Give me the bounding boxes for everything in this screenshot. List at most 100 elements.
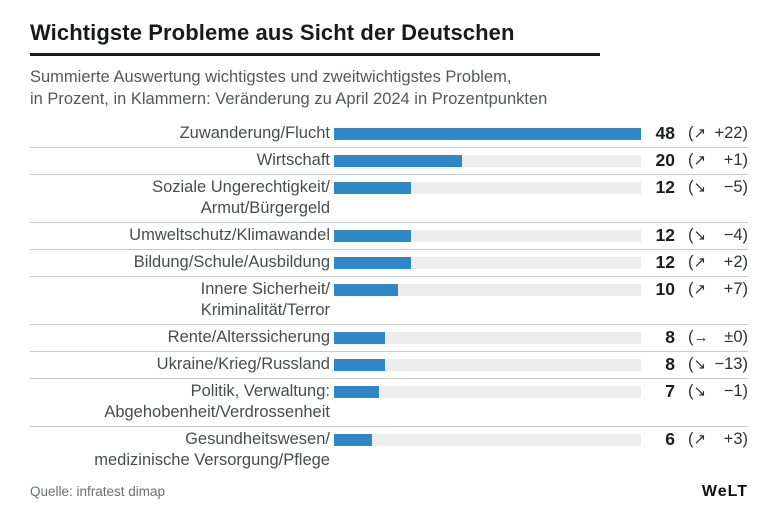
change-delta: −1 <box>723 382 743 400</box>
category-label: Innere Sicherheit/Kriminalität/Terror <box>200 280 330 319</box>
value-label: 48 <box>655 123 675 143</box>
change-delta: +1 <box>723 151 743 169</box>
category-label: Umweltschutz/Klimawandel <box>129 226 330 244</box>
bar-track <box>334 177 641 198</box>
title-underline <box>30 53 600 56</box>
trend-arrow-icon: ↗ <box>693 281 707 298</box>
bar-track-background <box>334 181 641 194</box>
bar-fill <box>334 358 386 371</box>
bar-track-background <box>334 385 641 398</box>
bar-track-background <box>334 229 641 242</box>
bar-track-background <box>334 433 641 446</box>
bar-fill <box>334 154 462 167</box>
chart-row: Rente/Alterssicherung 8 (→ ±0) <box>30 325 748 352</box>
bar-track-background <box>334 154 641 167</box>
trend-arrow-icon: ↗ <box>693 254 707 271</box>
bar-fill <box>334 256 411 269</box>
source-note: Quelle: infratest dimap <box>30 484 166 499</box>
trend-arrow-icon: ↘ <box>693 227 707 244</box>
value-label: 8 <box>665 354 675 374</box>
open-paren: ( <box>688 178 694 196</box>
category-label: Zuwanderung/Flucht <box>179 124 330 142</box>
value-label: 10 <box>655 279 675 299</box>
category-label: Gesundheitswesen/medizinische Versorgung… <box>94 430 330 469</box>
open-paren: ( <box>688 328 694 346</box>
close-paren: ) <box>742 430 749 448</box>
open-paren: ( <box>688 253 694 271</box>
category-label: Bildung/Schule/Ausbildung <box>133 253 330 271</box>
change-label: (↗ +2) <box>675 252 748 273</box>
open-paren: ( <box>688 124 694 142</box>
change-label: (↗ +3) <box>675 429 748 450</box>
close-paren: ) <box>742 178 749 196</box>
close-paren: ) <box>742 253 749 271</box>
open-paren: ( <box>688 430 694 448</box>
trend-arrow-icon: ↘ <box>693 179 707 196</box>
change-delta: +3 <box>723 430 743 448</box>
trend-arrow-icon: ↘ <box>693 356 707 373</box>
change-delta: ±0 <box>724 328 743 346</box>
bar-track <box>334 252 641 273</box>
open-paren: ( <box>688 355 694 373</box>
value-label: 7 <box>665 381 675 401</box>
chart-row: Wirtschaft 20 (↗ +1) <box>30 148 748 175</box>
open-paren: ( <box>688 151 694 169</box>
chart-title: Wichtigste Probleme aus Sicht der Deutsc… <box>30 20 515 45</box>
category-label: Soziale Ungerechtigkeit/Armut/Bürgergeld <box>152 178 330 217</box>
bar-track <box>334 150 641 171</box>
chart-row: Zuwanderung/Flucht 48 (↗ +22) <box>30 121 748 148</box>
chart-row: Innere Sicherheit/Kriminalität/Terror 10… <box>30 277 748 325</box>
bar-track-background <box>334 331 641 344</box>
value-label: 8 <box>665 327 675 347</box>
chart-row: Umweltschutz/Klimawandel 12 (↘ −4) <box>30 223 748 250</box>
category-label: Ukraine/Krieg/Russland <box>156 355 330 373</box>
welt-logo: WeLT <box>701 483 748 500</box>
change-label: (↗ +7) <box>675 279 748 300</box>
value-label: 12 <box>655 177 675 197</box>
bar-track <box>334 381 641 402</box>
trend-arrow-icon: → <box>693 329 709 346</box>
bar-track <box>334 225 641 246</box>
trend-arrow-icon: ↗ <box>693 431 707 448</box>
value-label: 12 <box>655 225 675 245</box>
close-paren: ) <box>742 328 749 346</box>
trend-arrow-icon: ↗ <box>693 125 707 142</box>
chart-subtitle-line-1: Summierte Auswertung wichtigstes und zwe… <box>30 68 512 86</box>
bar-track <box>334 354 641 375</box>
bar-track <box>334 327 641 348</box>
bar-fill <box>334 283 398 296</box>
change-delta: +2 <box>723 253 743 271</box>
bar-chart: Zuwanderung/Flucht 48 (↗ +22) Wirtschaft … <box>30 121 748 474</box>
value-label: 6 <box>665 429 675 449</box>
bar-track <box>334 279 641 300</box>
change-label: (↘ −5) <box>675 177 748 198</box>
open-paren: ( <box>688 382 694 400</box>
bar-track <box>334 429 641 450</box>
open-paren: ( <box>688 226 694 244</box>
change-delta: −4 <box>723 226 743 244</box>
change-label: (→ ±0) <box>675 327 748 348</box>
change-label: (↘ −1) <box>675 381 748 402</box>
change-delta: −5 <box>723 178 743 196</box>
chart-row: Bildung/Schule/Ausbildung 12 (↗ +2) <box>30 250 748 277</box>
change-label: (↘ −4) <box>675 225 748 246</box>
close-paren: ) <box>742 124 749 142</box>
change-delta: +7 <box>723 280 743 298</box>
chart-header: Wichtigste Probleme aus Sicht der Deutsc… <box>30 20 748 110</box>
category-label: Wirtschaft <box>256 151 330 169</box>
close-paren: ) <box>742 226 749 244</box>
value-label: 12 <box>655 252 675 272</box>
trend-arrow-icon: ↗ <box>693 152 707 169</box>
close-paren: ) <box>742 382 749 400</box>
bar-track-background <box>334 256 641 269</box>
trend-arrow-icon: ↘ <box>693 383 707 400</box>
category-label: Rente/Alterssicherung <box>167 328 330 346</box>
bar-fill <box>334 229 411 242</box>
chart-row: Politik, Verwaltung: Abgehobenheit/Verdro… <box>30 379 748 427</box>
chart-row: Gesundheitswesen/medizinische Versorgung… <box>30 427 748 474</box>
chart-row: Ukraine/Krieg/Russland 8 (↘ −13) <box>30 352 748 379</box>
value-label: 20 <box>655 150 675 170</box>
bar-fill <box>334 127 641 140</box>
bar-fill <box>334 181 411 194</box>
category-label: Politik, Verwaltung: Abgehobenheit/Verdro… <box>104 382 330 421</box>
